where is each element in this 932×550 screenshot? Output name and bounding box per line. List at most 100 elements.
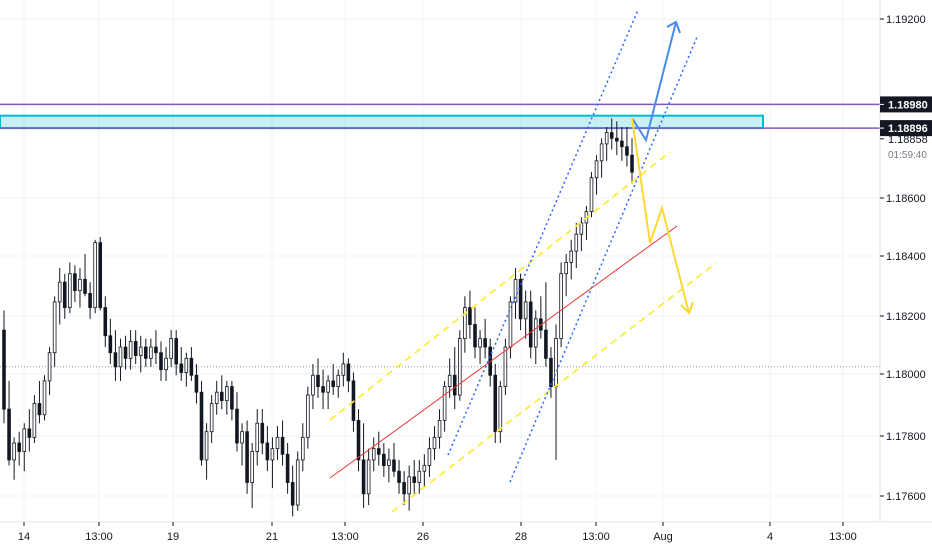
candle [189, 347, 194, 381]
candle-body [88, 293, 92, 308]
bar-countdown-label: 01:59:40 [888, 150, 927, 161]
time-tick-label: 13:00 [582, 531, 610, 543]
candle [498, 380, 503, 443]
candle-body [311, 374, 315, 396]
candle-body [295, 459, 300, 506]
candle [209, 395, 214, 443]
candle [620, 126, 624, 161]
time-tick-label: 19 [167, 531, 179, 543]
candle-body [331, 380, 335, 387]
candle [295, 451, 300, 511]
candle-body [219, 391, 224, 402]
candle-body [275, 436, 280, 450]
candle [164, 347, 168, 381]
candle [154, 330, 158, 364]
candle [199, 380, 204, 466]
candle-body [437, 420, 442, 438]
candle [98, 237, 103, 311]
candle [265, 426, 270, 472]
candle [458, 330, 462, 401]
candle-body [630, 154, 634, 173]
candle [376, 431, 381, 466]
horizontal-levels[interactable] [0, 103, 880, 129]
candle [149, 338, 153, 367]
candle-body [164, 357, 168, 371]
candle [2, 310, 6, 424]
candle-body [615, 137, 619, 142]
candle-body [78, 278, 82, 292]
candle [204, 423, 209, 480]
channel-upper-blue [447, 9, 639, 456]
candle [78, 268, 82, 308]
candle [533, 310, 538, 364]
time-tick-label: 13:00 [829, 531, 857, 543]
candle-body [564, 262, 568, 275]
price-tag-background [880, 96, 932, 113]
candle-body [285, 453, 290, 483]
candle-body [37, 403, 42, 416]
candle [341, 352, 346, 387]
candle-body [255, 422, 260, 452]
candle-body [47, 352, 52, 382]
candle [361, 423, 366, 508]
candle [260, 409, 265, 455]
price-tag-label: 1.18896 [888, 123, 928, 135]
candle [93, 239, 97, 314]
candle-body [620, 140, 624, 148]
price-tick-label: 1.19200 [886, 14, 926, 26]
candle-body [113, 352, 118, 368]
candle [230, 380, 234, 421]
time-tick-label: 28 [515, 531, 527, 543]
candle-body [503, 346, 508, 387]
candle-body [625, 146, 629, 156]
candle [27, 409, 32, 452]
candle [478, 330, 482, 364]
trendline-drawings[interactable] [329, 9, 717, 513]
candle [356, 409, 361, 472]
candle [47, 347, 52, 396]
candle [579, 217, 584, 252]
candle [22, 423, 27, 472]
candle-body [280, 436, 285, 455]
candle-body [452, 374, 457, 396]
price-axis[interactable] [879, 0, 932, 522]
candle-body [483, 338, 487, 348]
candle-body [27, 428, 32, 438]
candle [513, 268, 518, 319]
candle [316, 358, 320, 398]
candle-body [559, 273, 563, 339]
candle-body [508, 301, 513, 348]
candle [240, 423, 244, 466]
candle [493, 363, 498, 443]
candle-body [498, 386, 503, 433]
candle [366, 448, 371, 506]
channel-upper-yellow [329, 151, 671, 421]
price-tick-label: 1.18200 [886, 311, 926, 323]
candle [73, 265, 77, 302]
price-tag-label: 1.18980 [888, 99, 928, 111]
candle [311, 363, 315, 410]
candle [392, 442, 396, 477]
candle [473, 307, 477, 359]
candle [336, 369, 341, 398]
candle [169, 330, 173, 367]
candle [12, 437, 16, 480]
time-tick-label: 4 [767, 531, 773, 543]
regression-midline [329, 225, 678, 479]
candle-body [270, 448, 275, 461]
candle [346, 358, 351, 393]
candle [144, 338, 148, 367]
candle [422, 454, 427, 489]
candle [103, 296, 108, 348]
candle-body [169, 338, 173, 359]
price-tag: 1.18896 [880, 120, 932, 137]
time-axis[interactable] [0, 521, 932, 550]
candle [62, 273, 67, 319]
bullish-projection-path [631, 21, 677, 143]
candle [432, 426, 437, 460]
bearish-projection-path [631, 117, 690, 314]
candle-body [361, 459, 366, 495]
candle-body [346, 363, 351, 382]
